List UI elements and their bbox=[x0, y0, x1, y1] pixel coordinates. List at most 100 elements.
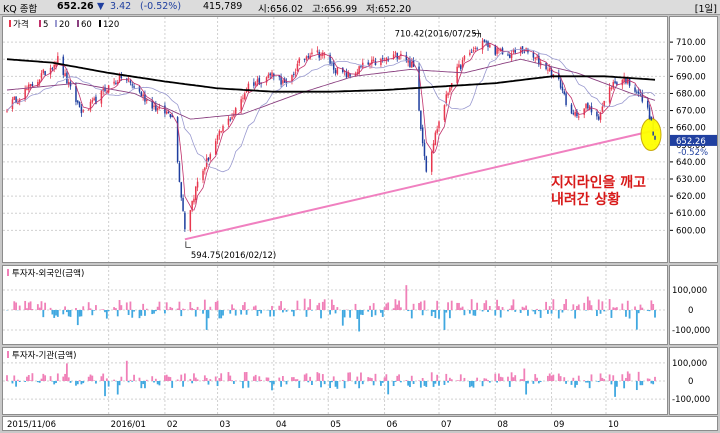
candle-body bbox=[382, 58, 384, 59]
investor-bar bbox=[583, 303, 585, 310]
investor-bar bbox=[611, 381, 613, 384]
investor-bar bbox=[284, 308, 286, 310]
investor-bar bbox=[411, 376, 413, 381]
investor-bar bbox=[171, 381, 173, 388]
current-price-tag-label: 652.26 bbox=[676, 137, 706, 147]
investor-bar bbox=[66, 363, 68, 381]
date-tick-label: 10 bbox=[608, 420, 619, 430]
candle-body bbox=[30, 84, 32, 86]
investor-bar bbox=[649, 379, 651, 381]
investor-bar bbox=[514, 310, 516, 312]
institution-investor-panel[interactable]: 투자자-기관(금액) bbox=[2, 347, 668, 415]
investor-bar bbox=[208, 310, 210, 318]
date-tick-label: 02 bbox=[167, 420, 178, 430]
investor-bar bbox=[344, 381, 346, 388]
legend-swatch bbox=[99, 20, 101, 27]
investor-bar bbox=[523, 308, 525, 310]
investor-bar bbox=[311, 310, 313, 311]
investor-bar bbox=[395, 299, 397, 310]
investor-bar bbox=[540, 381, 542, 382]
candle-body bbox=[195, 187, 197, 200]
investor-bar bbox=[436, 375, 438, 381]
investor-bar bbox=[534, 374, 536, 381]
index-symbol[interactable]: KQ 종합 bbox=[3, 1, 37, 15]
investor-bar bbox=[13, 375, 15, 381]
price-tick-label: 670.00 bbox=[676, 107, 706, 117]
investor-bar bbox=[650, 300, 652, 310]
investor-bar bbox=[307, 307, 309, 310]
investor-bar bbox=[621, 374, 623, 381]
investor-bar bbox=[329, 310, 331, 315]
foreign-investor-panel[interactable]: 투자자-외국인(금액) bbox=[2, 265, 668, 345]
date-tick-label: 03 bbox=[220, 420, 231, 430]
price-tick-label: 620.00 bbox=[676, 192, 706, 202]
candle-body bbox=[240, 99, 242, 110]
investor-bar bbox=[220, 373, 222, 381]
investor-bar bbox=[102, 374, 104, 381]
investor-bar bbox=[306, 373, 308, 381]
investor-bar bbox=[75, 381, 77, 386]
candle-body bbox=[464, 56, 466, 60]
investor-bar bbox=[558, 310, 560, 318]
investor-bar bbox=[523, 369, 525, 381]
investor-bar bbox=[502, 377, 504, 381]
investor-bar bbox=[231, 304, 233, 310]
investor-bar bbox=[304, 375, 306, 381]
candle-body bbox=[458, 64, 460, 67]
investor-bar bbox=[32, 373, 34, 381]
candle-body bbox=[230, 119, 232, 120]
period-selector[interactable]: [1일] bbox=[695, 1, 717, 15]
bar-tick-label: -100,000 bbox=[672, 326, 710, 336]
investor-bar bbox=[266, 377, 268, 381]
investor-bar bbox=[100, 309, 102, 310]
investor-bar bbox=[384, 377, 386, 381]
investor-bar bbox=[469, 381, 471, 387]
candle-body bbox=[447, 93, 449, 95]
candle-body bbox=[449, 88, 451, 93]
investor-bar bbox=[307, 381, 309, 382]
investor-bar bbox=[431, 372, 433, 381]
legend-swatch bbox=[77, 20, 79, 27]
investor-bar bbox=[128, 310, 130, 315]
investor-bar bbox=[356, 377, 358, 381]
investor-bar bbox=[371, 310, 373, 317]
investor-bar bbox=[405, 380, 407, 381]
investor-bar bbox=[333, 305, 335, 310]
investor-bar bbox=[483, 303, 485, 310]
candle-body bbox=[398, 56, 400, 59]
investor-bar bbox=[318, 373, 320, 381]
investor-bar bbox=[255, 306, 257, 310]
investor-bar bbox=[202, 310, 204, 314]
candle-body bbox=[362, 63, 364, 68]
investor-bar bbox=[82, 306, 84, 310]
investor-bar bbox=[44, 303, 46, 310]
investor-bar bbox=[242, 305, 244, 310]
investor-bar bbox=[131, 310, 133, 318]
legend-swatch bbox=[9, 20, 11, 27]
candle-body bbox=[652, 132, 654, 136]
investor-bar bbox=[108, 310, 110, 311]
investor-bar bbox=[438, 310, 440, 319]
investor-bar bbox=[627, 371, 629, 381]
candle-body bbox=[426, 156, 428, 171]
date-tick-label: 07 bbox=[441, 420, 452, 430]
date-tick-label: 04 bbox=[276, 420, 287, 430]
investor-bar bbox=[336, 381, 338, 389]
candle-body bbox=[32, 84, 34, 86]
investor-bar bbox=[297, 379, 299, 381]
candle-body bbox=[44, 71, 46, 75]
investor-bar bbox=[57, 310, 59, 317]
investor-bar bbox=[473, 381, 475, 388]
candle-body bbox=[220, 131, 222, 132]
investor-bar bbox=[39, 381, 41, 383]
investor-bar bbox=[68, 310, 70, 316]
candle-body bbox=[496, 48, 498, 54]
investor-bar bbox=[106, 310, 108, 319]
investor-bar bbox=[485, 300, 487, 310]
investor-bar bbox=[26, 377, 28, 381]
investor-bar bbox=[652, 381, 654, 384]
investor-bar bbox=[513, 299, 515, 310]
candle-body bbox=[304, 59, 306, 60]
